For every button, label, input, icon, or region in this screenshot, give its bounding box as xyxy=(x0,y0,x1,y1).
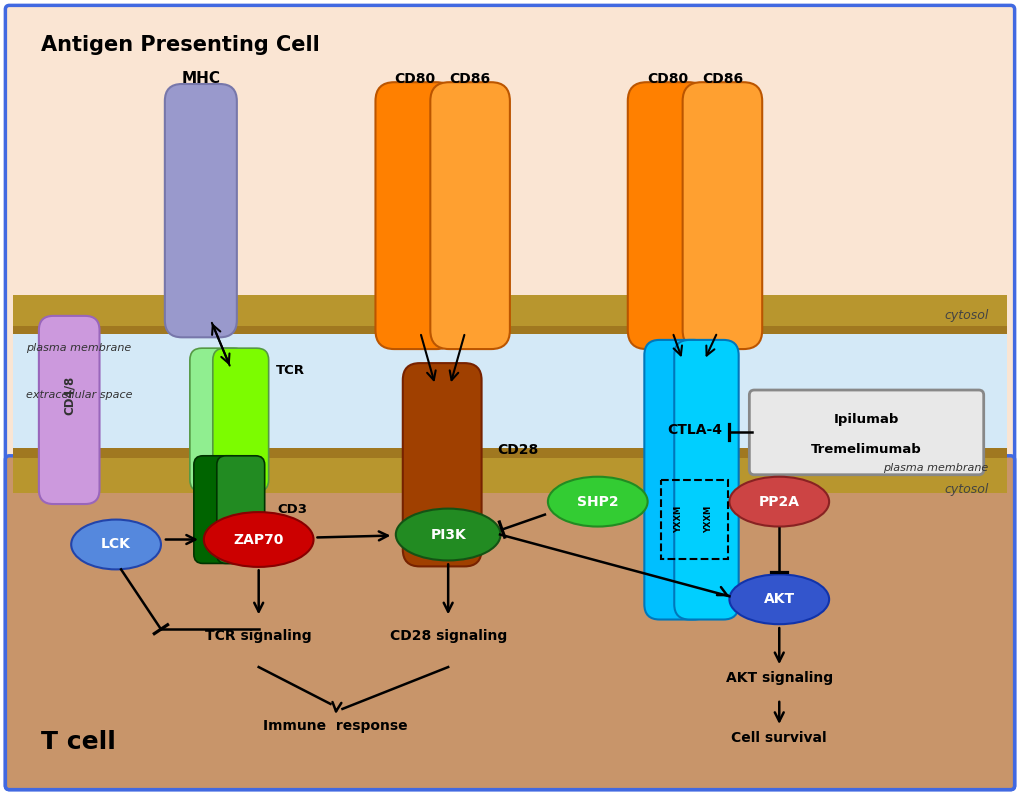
FancyBboxPatch shape xyxy=(749,390,982,475)
FancyBboxPatch shape xyxy=(5,6,1014,789)
Text: SHP2: SHP2 xyxy=(577,494,618,509)
Text: CD4/8: CD4/8 xyxy=(62,375,75,415)
FancyBboxPatch shape xyxy=(217,456,264,564)
Text: cytosol: cytosol xyxy=(944,308,987,322)
Text: Immune  response: Immune response xyxy=(263,719,408,733)
Bar xyxy=(660,479,728,560)
Text: plasma membrane: plasma membrane xyxy=(882,463,987,473)
Text: T cell: T cell xyxy=(41,730,116,754)
FancyBboxPatch shape xyxy=(39,316,100,504)
FancyBboxPatch shape xyxy=(194,456,242,564)
FancyBboxPatch shape xyxy=(213,348,268,491)
Text: CD80: CD80 xyxy=(394,72,435,86)
Ellipse shape xyxy=(547,477,647,526)
Text: Antigen Presenting Cell: Antigen Presenting Cell xyxy=(41,35,320,55)
Text: Tremelimumab: Tremelimumab xyxy=(810,444,920,456)
FancyBboxPatch shape xyxy=(403,363,481,566)
Text: CD28 signaling: CD28 signaling xyxy=(389,629,506,643)
Text: MHC: MHC xyxy=(181,71,220,86)
Text: ZAP70: ZAP70 xyxy=(233,533,283,546)
Text: PI3K: PI3K xyxy=(430,528,466,541)
Text: YXXM: YXXM xyxy=(703,506,712,533)
Text: extracellular space: extracellular space xyxy=(26,390,132,400)
Text: CTLA-4: CTLA-4 xyxy=(666,423,721,437)
Text: YXXM: YXXM xyxy=(674,506,683,533)
Ellipse shape xyxy=(729,574,828,624)
Ellipse shape xyxy=(71,520,161,569)
FancyBboxPatch shape xyxy=(190,348,246,491)
Text: CD3: CD3 xyxy=(277,503,308,516)
Bar xyxy=(13,330,1006,460)
FancyBboxPatch shape xyxy=(430,82,510,349)
Bar xyxy=(13,326,1006,334)
Ellipse shape xyxy=(729,477,828,526)
Ellipse shape xyxy=(204,512,313,567)
Text: PP2A: PP2A xyxy=(758,494,799,509)
Text: CD86: CD86 xyxy=(449,72,490,86)
Text: CD86: CD86 xyxy=(701,72,742,86)
FancyBboxPatch shape xyxy=(627,82,706,349)
Bar xyxy=(13,296,1006,333)
Bar xyxy=(13,448,1006,458)
Text: CD28: CD28 xyxy=(496,443,538,457)
FancyBboxPatch shape xyxy=(682,82,761,349)
Text: TCR: TCR xyxy=(275,363,305,377)
Text: plasma membrane: plasma membrane xyxy=(26,343,131,353)
Ellipse shape xyxy=(395,509,500,560)
Text: Ipilumab: Ipilumab xyxy=(833,413,898,426)
Text: LCK: LCK xyxy=(101,537,130,552)
FancyBboxPatch shape xyxy=(375,82,454,349)
Text: CD80: CD80 xyxy=(646,72,688,86)
FancyBboxPatch shape xyxy=(644,340,708,619)
Bar xyxy=(13,455,1006,493)
Text: cytosol: cytosol xyxy=(944,483,987,496)
Text: TCR signaling: TCR signaling xyxy=(205,629,312,643)
FancyBboxPatch shape xyxy=(165,84,236,337)
Text: AKT: AKT xyxy=(763,592,794,607)
Text: Cell survival: Cell survival xyxy=(731,731,826,745)
FancyBboxPatch shape xyxy=(5,456,1014,789)
FancyBboxPatch shape xyxy=(674,340,738,619)
Text: AKT signaling: AKT signaling xyxy=(725,671,832,685)
